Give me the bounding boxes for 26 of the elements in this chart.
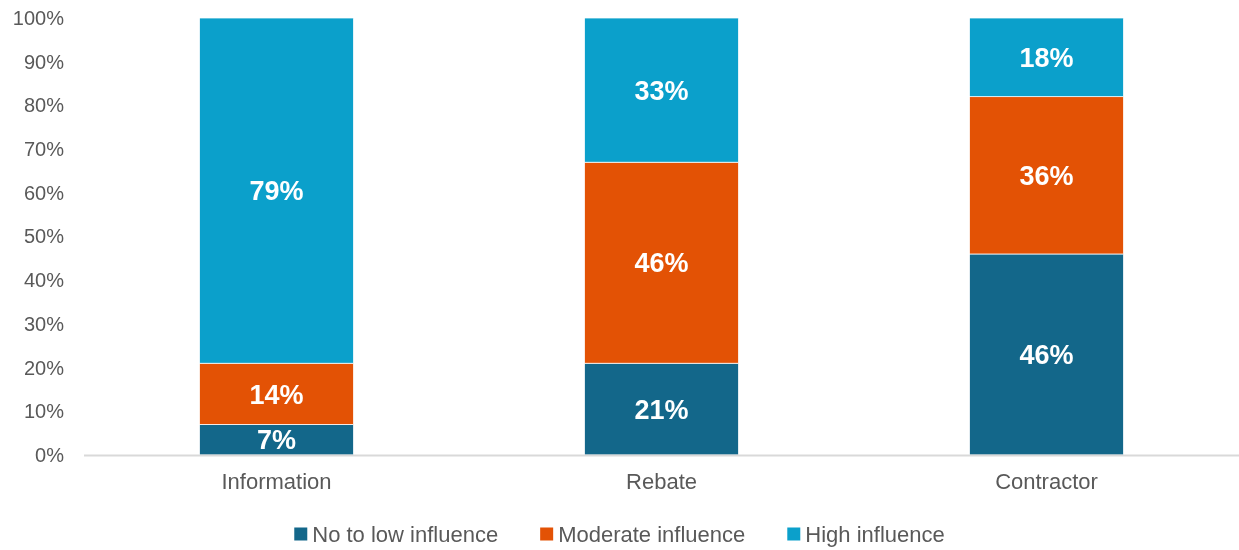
- data-label: 21%: [634, 394, 689, 425]
- y-tick-label: 0%: [35, 443, 65, 466]
- legend-label: High influence: [805, 521, 945, 547]
- legend-label: Moderate influence: [558, 521, 746, 547]
- y-tick-label: 10%: [23, 400, 65, 423]
- data-label: 46%: [1019, 340, 1074, 371]
- y-tick-label: 40%: [23, 269, 65, 292]
- data-label: 46%: [634, 248, 689, 279]
- data-label: 33%: [634, 75, 689, 106]
- y-tick-label: 50%: [23, 225, 65, 248]
- y-tick-label: 100%: [12, 6, 65, 29]
- y-tick-label: 70%: [23, 138, 65, 160]
- x-tick-label: Rebate: [626, 468, 697, 494]
- data-label: 7%: [256, 425, 297, 456]
- y-tick-label: 30%: [23, 312, 65, 335]
- y-tick-label: 80%: [23, 94, 65, 117]
- y-tick-label: 20%: [23, 356, 65, 379]
- data-label: 18%: [1019, 43, 1074, 74]
- y-tick-label: 60%: [23, 181, 65, 204]
- y-tick-label: 90%: [23, 50, 65, 73]
- data-label: 14%: [249, 379, 304, 410]
- x-tick-label: Contractor: [995, 468, 1098, 494]
- x-tick-label: Information: [221, 468, 332, 494]
- data-label: 36%: [1019, 161, 1074, 192]
- legend-label: No to low influence: [312, 521, 499, 547]
- data-label: 79%: [249, 176, 304, 207]
